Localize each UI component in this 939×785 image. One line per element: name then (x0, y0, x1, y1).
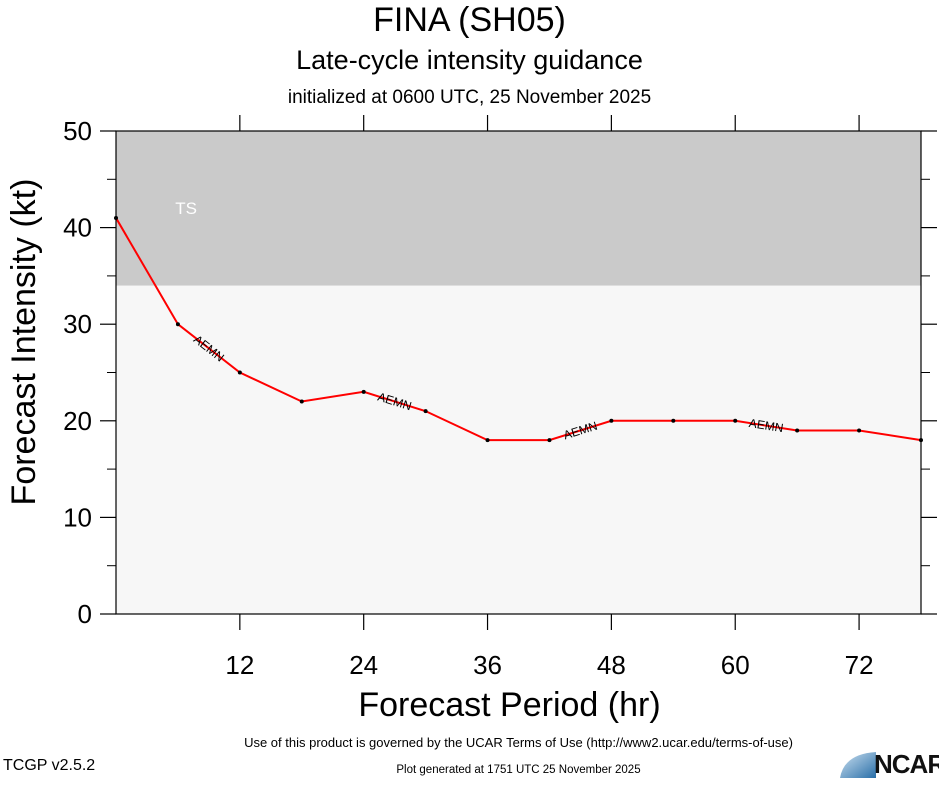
y-tick-label: 40 (63, 213, 92, 243)
data-point (175, 322, 180, 327)
y-axis-label: Forecast Intensity (kt) (5, 178, 43, 506)
chart-title: FINA (SH05) (373, 1, 566, 39)
y-tick-label: 20 (63, 406, 92, 436)
data-point (547, 438, 552, 443)
chart-subtitle: Late-cycle intensity guidance (296, 45, 643, 75)
series-label: AEMN (748, 416, 784, 435)
version-label: TCGP v2.5.2 (3, 757, 96, 774)
series-line (115, 217, 922, 442)
data-point (795, 428, 800, 433)
generated-time: Plot generated at 1751 UTC 25 November 2… (396, 764, 641, 776)
axis-ticks: 0 10 20 30 40 50 12 24 36 48 60 72 (63, 115, 937, 680)
y-tick-label: 50 (63, 116, 92, 146)
band-label-ts: TS (175, 199, 197, 218)
y-tick-label: 30 (63, 309, 92, 339)
x-tick-label: 72 (845, 650, 874, 680)
data-point (423, 409, 428, 414)
data-point (485, 438, 490, 443)
data-point (733, 418, 738, 423)
data-point (299, 399, 304, 404)
x-tick-label: 48 (597, 650, 626, 680)
ncar-logo: NCAR (838, 748, 939, 780)
ncar-logo-text: NCAR (874, 749, 939, 779)
x-tick-label: 24 (349, 650, 378, 680)
terms-of-use: Use of this product is governed by the U… (244, 735, 793, 750)
x-tick-label: 12 (225, 650, 254, 680)
data-point (857, 428, 862, 433)
band-ts (116, 131, 921, 286)
y-tick-label: 10 (63, 502, 92, 532)
data-point (671, 418, 676, 423)
y-tick-label: 0 (78, 599, 92, 629)
x-tick-label: 60 (721, 650, 750, 680)
data-point (361, 389, 366, 394)
data-point (609, 418, 614, 423)
data-point (237, 370, 242, 375)
plot-frame (115, 130, 922, 615)
intensity-bands: TS (116, 131, 921, 614)
initialized-time: initialized at 0600 UTC, 25 November 202… (287, 87, 652, 108)
x-tick-label: 36 (473, 650, 502, 680)
ncar-globe-icon (840, 752, 876, 778)
x-axis-label: Forecast Period (hr) (358, 686, 661, 724)
